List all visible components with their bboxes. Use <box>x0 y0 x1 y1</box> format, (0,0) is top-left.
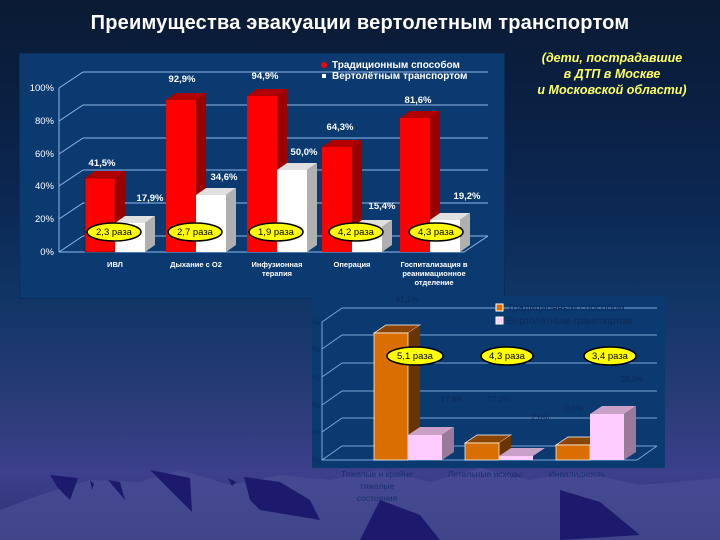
ratio-badge: 2,7 раза <box>177 227 214 238</box>
value-label: 34,6% <box>211 172 238 183</box>
x-tick: реанимационное <box>402 269 465 278</box>
value-label: 64,3% <box>327 122 354 133</box>
bar-group-disability <box>554 406 636 461</box>
value-label: 50,0% <box>291 147 318 158</box>
page-subtitle: (дети, пострадавшие в ДТП в Москве и Мос… <box>512 50 712 98</box>
x-tick: Тяжелые и крайне <box>341 469 413 479</box>
chart-2-outcomes: 0% 20% 40% 60% 80% 100% <box>300 295 665 468</box>
subtitle-line: и Московской области) <box>537 83 687 97</box>
y-tick: 20% <box>35 214 55 225</box>
chart-1-svg: 0% 20% 40% 60% 80% 100% <box>30 59 489 287</box>
value-label: 17,2% <box>488 395 511 404</box>
chart-2-svg: 0% 20% 40% 60% 80% 100% <box>300 295 658 465</box>
y-tick: 0% <box>40 247 54 258</box>
bar-group-severe <box>372 324 454 461</box>
x-tick: Инвалидность <box>549 469 606 479</box>
x-tick: терапия <box>262 269 292 278</box>
y-tick: 20% <box>312 428 320 437</box>
value-label: 15,4% <box>369 201 396 212</box>
legend-swatch-traditional <box>321 62 327 68</box>
x-tick: состояния <box>357 493 398 503</box>
subtitle-line: (дети, пострадавшие <box>541 51 683 65</box>
y-tick: 60% <box>312 373 320 382</box>
chart-1-y-axis-ticks: 0% 20% 40% 60% 80% 100% <box>30 83 55 258</box>
y-tick: 80% <box>35 116 55 127</box>
subtitle-line: в ДТП в Москве <box>563 67 661 81</box>
chart-1-evacuation-interventions: 0% 20% 40% 60% 80% 100% <box>20 54 504 298</box>
value-label: 17,9% <box>137 193 164 204</box>
chart-2-y-axis-ticks: 0% 20% 40% 60% 80% 100% <box>300 318 320 465</box>
y-tick: 100% <box>312 318 320 327</box>
page-title: Преимущества эвакуации вертолетным транс… <box>90 12 630 34</box>
value-label: 91,1% <box>396 296 419 304</box>
ratio-badge: 4,3 раза <box>489 351 526 362</box>
legend-swatch-helicopter <box>322 74 326 78</box>
value-label: 81,6% <box>405 95 432 106</box>
value-label: 17,9% <box>441 395 464 404</box>
x-tick: Дыхание с О2 <box>170 260 222 269</box>
value-label: 2,6% <box>531 413 549 422</box>
value-label: 8,0% <box>565 404 583 413</box>
y-tick: 60% <box>35 149 55 160</box>
x-tick: Летальные исходы <box>448 469 523 479</box>
y-tick: 100% <box>30 83 55 94</box>
ratio-badge: 4,3 раза <box>418 227 455 238</box>
x-tick: Операция <box>334 260 371 269</box>
ratio-badge: 3,4 раза <box>592 351 629 362</box>
value-label: 92,9% <box>169 74 196 85</box>
legend-label: Вертолётным транспортом <box>507 316 632 327</box>
x-tick: тяжелые <box>360 481 395 491</box>
legend-label: Традиционным способом <box>332 59 460 71</box>
x-tick: Инфузионная <box>252 260 303 269</box>
chart-1-ratio-badges: 2,3 раза 2,7 раза 1,9 раза 4,2 раза 4,3 … <box>86 222 464 242</box>
chart-2-bars <box>372 324 636 461</box>
mountain-silhouette-background <box>0 468 720 540</box>
y-tick: 80% <box>312 345 320 354</box>
chart-2-legend: Традиционным способом Вертолётным трансп… <box>495 302 632 327</box>
value-label: 41,5% <box>89 158 116 169</box>
chart-1-value-labels: 41,5% 17,9% 92,9% 34,6% 94,9% 50,0% 64,3… <box>89 71 481 212</box>
chart-2-value-labels: 91,1% 17,9% 17,2% 2,6% 8,0% 33,0% <box>396 295 644 422</box>
value-label: 94,9% <box>252 71 279 82</box>
chart-1-x-axis-labels: ИВЛ Дыхание с О2 Инфузионная терапия Опе… <box>107 260 468 287</box>
chart-1-legend: Традиционным способом Вертолётным трансп… <box>321 59 467 82</box>
chart-2-x-labels: Тяжелые и крайне тяжелые состояния Летал… <box>312 468 665 508</box>
legend-swatch-traditional <box>495 303 504 312</box>
chart-2-ratio-badges: 5,1 раза 4,3 раза 3,4 раза <box>386 346 637 366</box>
ratio-badge: 2,3 раза <box>96 227 133 238</box>
value-label: 19,2% <box>454 191 481 202</box>
ratio-badge: 1,9 раза <box>258 227 295 238</box>
legend-label: Традиционным способом <box>507 302 625 314</box>
x-tick: Госпитализация в <box>401 260 468 269</box>
ratio-badge: 5,1 раза <box>397 351 434 362</box>
x-tick: ИВЛ <box>107 260 123 269</box>
y-tick: 40% <box>312 401 320 410</box>
value-label: 33,0% <box>621 375 644 384</box>
ratio-badge: 4,2 раза <box>338 227 375 238</box>
y-tick: 40% <box>35 181 55 192</box>
bar-group-lethal <box>463 434 545 461</box>
y-tick: 0% <box>312 456 320 465</box>
legend-label: Вертолётным транспортом <box>332 71 467 82</box>
legend-swatch-helicopter <box>495 316 504 325</box>
x-tick: отделение <box>414 278 453 287</box>
